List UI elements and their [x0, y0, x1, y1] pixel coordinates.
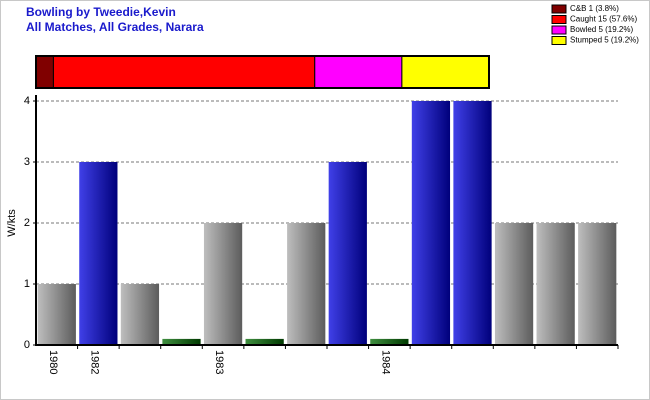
stack-segment — [35, 55, 54, 89]
y-axis-label: W/kts — [6, 209, 18, 237]
bar — [37, 284, 76, 345]
legend-swatch — [551, 4, 567, 14]
legend-swatch — [551, 25, 567, 35]
stack-frame — [35, 55, 490, 89]
bar — [578, 223, 617, 345]
stack-segment — [401, 55, 490, 89]
bar — [120, 284, 160, 345]
bar — [370, 338, 409, 345]
stack-segment — [52, 55, 316, 89]
legend-label: C&B 1 (3.8%) — [570, 4, 619, 13]
x-tick-label: 1980 — [47, 350, 59, 374]
x-tick-label: 1984 — [379, 350, 391, 374]
bar — [245, 338, 284, 345]
bar — [536, 223, 575, 345]
x-tick-label: 1982 — [88, 350, 100, 374]
legend-label: Stumped 5 (19.2%) — [570, 36, 639, 45]
bar — [287, 223, 326, 345]
y-tick-label: 4 — [24, 95, 30, 107]
chart-subtitle: All Matches, All Grades, Narara — [26, 20, 204, 34]
legend-swatch — [551, 15, 567, 24]
y-tick-label: 0 — [24, 339, 30, 351]
bar — [328, 162, 367, 345]
y-tick-label: 1 — [24, 278, 30, 290]
stack-segment — [314, 55, 403, 89]
y-tick-label: 3 — [24, 156, 30, 168]
chart-title: Bowling by Tweedie,Kevin — [26, 5, 176, 19]
bar — [453, 101, 492, 345]
bar — [203, 223, 243, 345]
bar — [162, 338, 201, 345]
bar — [411, 101, 451, 345]
y-tick-label: 2 — [24, 217, 30, 229]
legend-swatch — [551, 36, 567, 45]
legend-label: Bowled 5 (19.2%) — [570, 25, 633, 34]
legend-label: Caught 15 (57.6%) — [570, 15, 637, 24]
x-tick-label: 1983 — [213, 350, 225, 374]
bar — [79, 162, 118, 345]
bar — [494, 223, 534, 345]
